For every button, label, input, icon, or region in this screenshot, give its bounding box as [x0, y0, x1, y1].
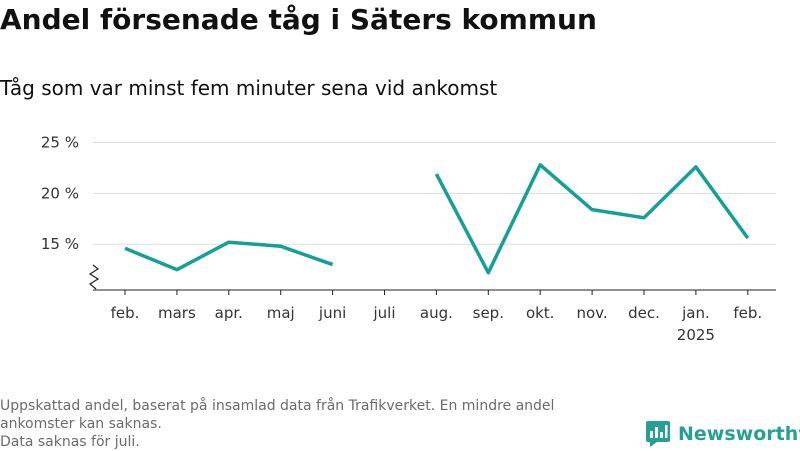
- x-tick-label: juni: [318, 304, 346, 322]
- brand-logo: Newsworthy: [645, 420, 800, 448]
- x-tick-label: nov.: [577, 304, 608, 322]
- x-tick-label: apr.: [215, 304, 243, 322]
- x-tick-label: juli: [372, 304, 395, 322]
- series-line: [124, 240, 334, 272]
- line-chart: 15 % 20 % 25 % feb. mars apr. maj juni juli aug. s…: [41, 134, 776, 344]
- x-tick-label: mars: [158, 304, 196, 322]
- x-tick-label: sep.: [473, 304, 504, 322]
- footnote: Uppskattad andel, baserat på insamlad da…: [0, 397, 630, 451]
- x-tick-label: feb.: [111, 304, 140, 322]
- chart-title: Andel försenade tåg i Säters kommun: [0, 3, 597, 36]
- x-tick-label: maj: [267, 304, 295, 322]
- x-tick-label: jan.: [681, 304, 710, 322]
- newsworthy-logo-icon: [646, 421, 670, 447]
- series-line: [434, 163, 750, 275]
- footnote-line: Uppskattad andel, baserat på insamlad da…: [0, 398, 555, 414]
- brand-name: Newsworthy: [678, 423, 800, 445]
- y-tick-label: 20 %: [41, 184, 79, 202]
- x-tick-label: okt.: [526, 304, 555, 322]
- chart-subtitle: Tåg som var minst fem minuter sena vid a…: [0, 76, 498, 100]
- x-tick-label: dec.: [628, 304, 660, 322]
- x-tick-label: feb.: [733, 304, 762, 322]
- y-tick-label: 25 %: [41, 134, 79, 152]
- y-tick-label: 15 %: [41, 235, 79, 253]
- footnote-line: ankomster kan saknas.: [0, 416, 162, 432]
- footnote-line: Data saknas för juli.: [0, 434, 140, 450]
- x-tick-label: aug.: [420, 304, 453, 322]
- axis-break-icon: [88, 264, 100, 290]
- x-tick-sublabel: 2025: [677, 326, 715, 344]
